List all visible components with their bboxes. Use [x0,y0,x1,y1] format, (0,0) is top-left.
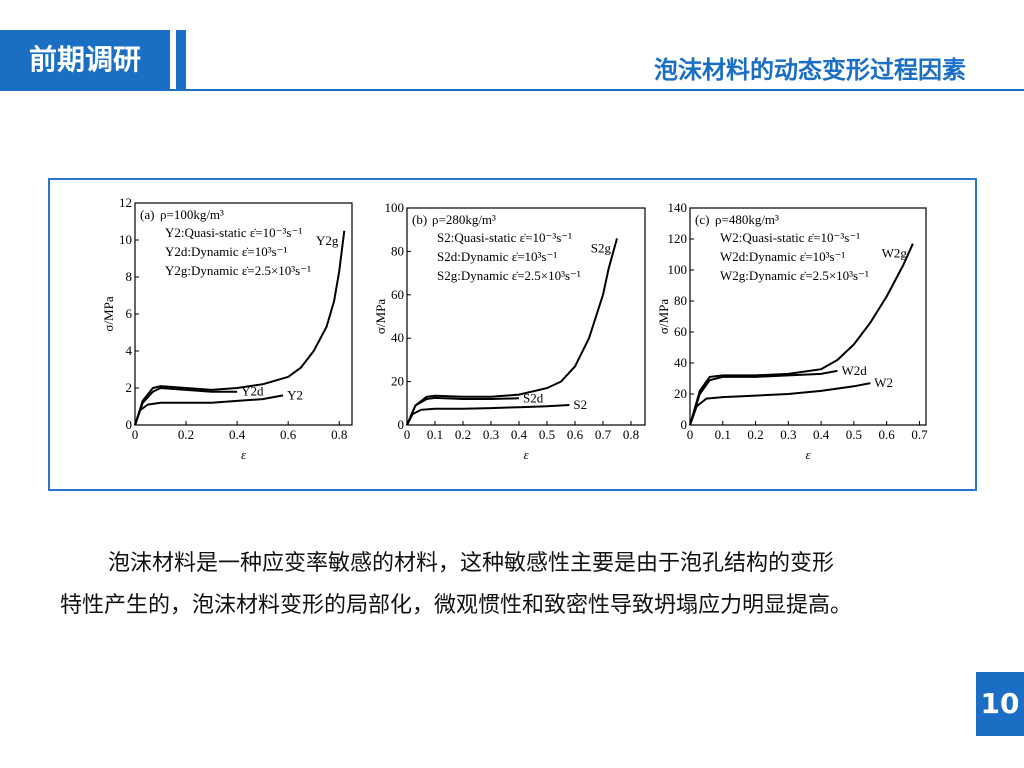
x-tick-label: 0.5 [539,427,555,442]
x-tick-label: 0.6 [280,427,297,442]
curve-label: W2d [842,363,868,378]
x-tick-label: 0.2 [747,427,763,442]
curve [134,394,284,426]
legend-note: Y2d:Dynamic ε̇=10³s⁻¹ [165,244,288,259]
x-tick-label: 0.8 [623,427,639,442]
x-axis-label: ε [241,447,247,462]
plot-frame [406,207,646,426]
plot-frame [689,207,927,426]
y-tick-label: 40 [391,330,404,345]
y-tick-label: 2 [126,380,133,395]
curve-label: W2 [874,375,893,390]
y-axis-label: σ/MPa [656,299,671,334]
x-tick-label: 0 [132,427,139,442]
accent-bar [176,30,186,90]
x-tick-label: 0.6 [879,427,896,442]
x-tick-label: 0.5 [846,427,862,442]
legend-note: S2g:Dynamic ε̇=2.5×10³s⁻¹ [437,268,581,283]
x-tick-label: 0.7 [595,427,612,442]
curve [689,369,838,426]
y-tick-label: 6 [126,306,133,321]
legend-note: S2d:Dynamic ε̇=10³s⁻¹ [437,249,557,264]
x-axis-label: ε [805,447,811,462]
y-tick-label: 40 [674,355,687,370]
slide-title: 泡沫材料的动态变形过程因素 [654,56,966,84]
curve-label: S2g [591,240,612,255]
panel-label: (a) [140,207,154,222]
y-tick-label: 120 [668,231,688,246]
curve [406,404,570,426]
y-tick-label: 140 [668,200,688,215]
x-tick-label: 0.8 [331,427,347,442]
curve-label: W2g [882,246,908,261]
curve [689,382,871,426]
x-tick-label: 0.1 [715,427,731,442]
y-tick-label: 4 [126,343,133,358]
x-tick-label: 0.4 [813,427,830,442]
curve-label: S2d [523,390,544,405]
y-tick-label: 60 [674,324,687,339]
curve [689,243,914,426]
legend-note: Y2:Quasi-static ε̇=10⁻³s⁻¹ [165,225,302,240]
y-tick-label: 12 [119,195,132,210]
x-tick-label: 0.4 [511,427,528,442]
x-tick-label: 0.4 [229,427,246,442]
y-tick-label: 0 [398,417,405,432]
x-tick-label: 0 [687,427,694,442]
x-axis-label: ε [523,447,529,462]
page-number: 10 [976,672,1024,736]
curve [406,238,618,426]
section-tag: 前期调研 [0,30,170,90]
y-tick-label: 10 [119,232,132,247]
legend-note: W2d:Dynamic ε̇=10³s⁻¹ [720,249,845,264]
y-tick-label: 60 [391,287,404,302]
panel-label: (b) [412,212,427,227]
y-tick-label: 100 [385,200,405,215]
x-tick-label: 0.1 [427,427,443,442]
curve [134,386,238,426]
curve-label: Y2g [316,233,339,248]
x-tick-label: 0.2 [178,427,194,442]
x-tick-label: 0 [404,427,411,442]
legend-note: W2g:Dynamic ε̇=2.5×10³s⁻¹ [720,268,869,283]
y-tick-label: 8 [126,269,133,284]
y-tick-label: 0 [681,417,688,432]
curve-label: S2 [573,397,587,412]
y-tick-label: 20 [391,374,404,389]
density-label: ρ=280kg/m³ [432,212,496,227]
x-tick-label: 0.3 [483,427,499,442]
density-label: ρ=100kg/m³ [160,207,224,222]
y-tick-label: 80 [674,293,687,308]
legend-note: S2:Quasi-static ε̇=10⁻³s⁻¹ [437,230,572,245]
x-tick-label: 0.2 [455,427,471,442]
curve-label: Y2 [287,387,303,402]
figure-frame [48,178,977,491]
y-axis-label: σ/MPa [101,296,116,331]
curve [406,396,520,426]
y-axis-label: σ/MPa [373,299,388,334]
x-tick-label: 0.6 [567,427,584,442]
curve [134,230,346,426]
density-label: ρ=480kg/m³ [715,212,779,227]
legend-note: W2:Quasi-static ε̇=10⁻³s⁻¹ [720,230,860,245]
y-tick-label: 100 [668,262,688,277]
y-tick-label: 20 [674,386,687,401]
body-text: 泡沫材料是一种应变率敏感的材料，这种敏感性主要是由于泡孔结构的变形 [108,551,835,576]
x-tick-label: 0.3 [780,427,796,442]
panel-label: (c) [695,212,709,227]
y-tick-label: 80 [391,243,404,258]
x-tick-label: 0.7 [911,427,928,442]
header-rule [0,89,1024,91]
legend-note: Y2g:Dynamic ε̇=2.5×10³s⁻¹ [165,263,311,278]
body-text: 特性产生的，泡沫材料变形的局部化，微观惯性和致密性导致坍塌应力明显提高。 [60,593,853,618]
y-tick-label: 0 [126,417,133,432]
